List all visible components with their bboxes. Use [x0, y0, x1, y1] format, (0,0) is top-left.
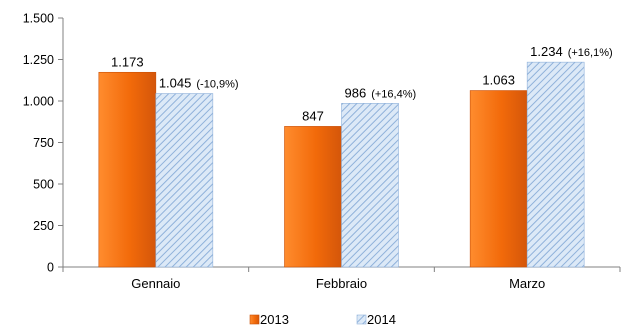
y-tick-label: 0: [47, 261, 54, 275]
legend-label: 2014: [367, 312, 396, 327]
legend: 2013 2014: [249, 312, 396, 327]
y-tick-label: 250: [33, 219, 54, 233]
legend-item-2013: 2013: [249, 312, 289, 327]
data-label-2014: 986 (+16,4%): [345, 85, 417, 100]
y-tick-label: 750: [33, 136, 54, 150]
data-label-2014: 1.045 (-10,9%): [159, 76, 239, 91]
x-tick-label: Febbraio: [316, 276, 367, 291]
data-labels: 1.173 1.045 (-10,9%) 847 986 (+16,4%) 1.063 1.2…: [111, 44, 613, 123]
y-tick-label: 1.250: [23, 53, 54, 67]
legend-label: 2013: [260, 312, 289, 327]
bar-2014: [526, 61, 585, 268]
bar-2013: [469, 90, 528, 268]
bar-2013: [284, 126, 342, 268]
axes: 0 250 500 750 1.000 1.250 1.500 Gennaio Febbraio…: [23, 12, 621, 291]
y-tick-label: 1.500: [23, 12, 54, 26]
x-tick-label: Gennaio: [131, 276, 180, 291]
legend-swatch: [356, 314, 367, 325]
data-label-2013: 847: [302, 108, 324, 123]
data-label-2013: 1.063: [482, 73, 515, 88]
bar-2014: [155, 93, 214, 268]
y-tick-label: 1.000: [23, 95, 54, 109]
y-tick-label: 500: [33, 178, 54, 192]
data-label-2013: 1.173: [111, 54, 144, 69]
bar-2013: [98, 71, 157, 268]
x-tick-label: Marzo: [509, 276, 545, 291]
bar-2014: [341, 103, 399, 268]
data-label-2014: 1.234 (+16,1%): [530, 44, 613, 59]
legend-item-2014: 2014: [356, 312, 396, 327]
bars: [98, 61, 585, 268]
legend-swatch: [249, 314, 260, 325]
